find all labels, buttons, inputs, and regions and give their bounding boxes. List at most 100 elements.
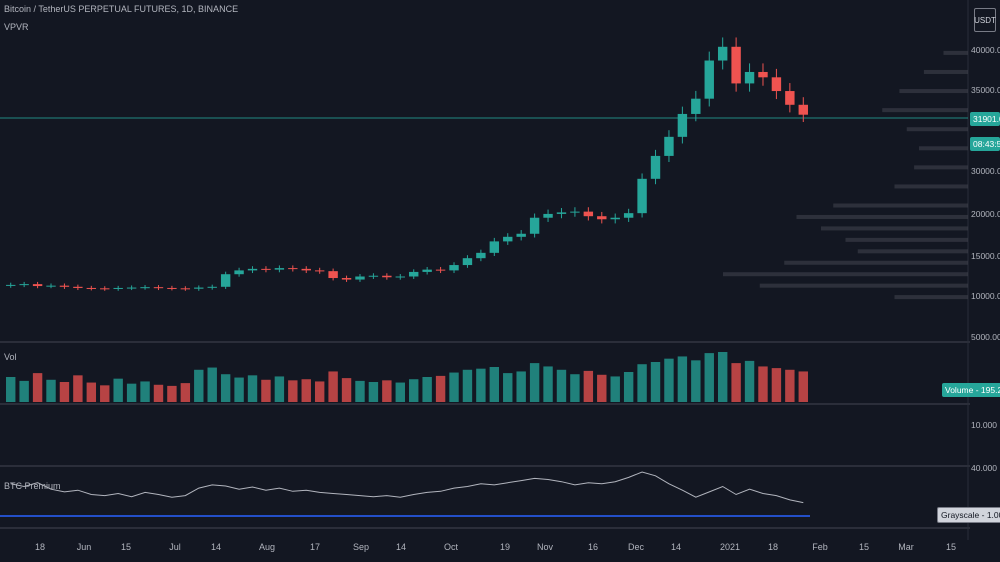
candle-body — [489, 241, 500, 253]
x-axis-label: Aug — [258, 542, 276, 552]
x-axis-label: 16 — [587, 542, 599, 552]
volume-bar — [341, 378, 352, 402]
volume-bar — [46, 379, 56, 402]
x-axis-label: Jun — [76, 542, 92, 552]
x-axis-label: Mar — [898, 542, 914, 552]
x-axis-label: Jul — [169, 542, 181, 552]
volume-bar — [409, 379, 419, 402]
candle-body — [785, 91, 795, 105]
candle-body — [167, 287, 177, 289]
candle-body — [529, 217, 540, 234]
vpvr-row — [796, 214, 968, 219]
volume-bar — [543, 366, 553, 402]
volume-bar — [288, 380, 298, 402]
volume-bar — [610, 376, 620, 402]
candle-body — [207, 286, 217, 288]
candle-body — [543, 213, 553, 218]
volume-bar — [6, 377, 16, 402]
vpvr-profile — [723, 50, 968, 300]
candle-body — [113, 287, 123, 289]
volume-pane-label[interactable]: Vol — [4, 352, 17, 362]
volume-bar — [234, 377, 244, 402]
candle-body — [583, 211, 594, 217]
vpvr-row — [894, 184, 968, 189]
countdown-tag: 08:43:52 — [970, 137, 1000, 151]
premium-line — [10, 471, 804, 504]
candle-body — [623, 213, 634, 218]
x-axis-label: 14 — [210, 542, 222, 552]
candle-body — [194, 287, 204, 289]
volume-tag: Volume - 195.285K — [942, 383, 1000, 397]
candle-body — [261, 268, 271, 270]
volume-bar — [758, 366, 768, 402]
x-axis-label: Nov — [536, 542, 554, 552]
price-axis-label: 40000.00 — [971, 45, 1000, 55]
grayscale-tag: Grayscale - 1.00 — [937, 507, 1000, 523]
candlestick-series — [6, 37, 808, 291]
vpvr-row — [784, 260, 968, 265]
currency-selector[interactable]: USDT — [974, 8, 996, 32]
volume-bar — [140, 381, 150, 402]
candle-body — [180, 288, 191, 290]
candle-body — [650, 155, 661, 179]
volume-bar — [664, 358, 674, 402]
volume-bar — [637, 364, 647, 402]
vpvr-row — [906, 127, 968, 132]
vpvr-row — [857, 249, 968, 254]
volume-bar — [355, 380, 365, 402]
x-axis-label: 15 — [120, 542, 132, 552]
candle-body — [503, 236, 513, 242]
candle-body — [86, 287, 97, 289]
candle-body — [717, 46, 728, 61]
candle-body — [288, 268, 298, 270]
candle-body — [422, 269, 432, 272]
vpvr-row — [899, 89, 968, 94]
price-axis-label: 5000.00 — [971, 332, 1000, 342]
symbol-title[interactable]: Bitcoin / TetherUS PERPETUAL FUTURES, 1D… — [4, 4, 239, 14]
last-price-tag: 31901.00 — [970, 112, 1000, 126]
volume-bar — [328, 371, 338, 402]
volume-bar — [583, 370, 594, 402]
x-axis-label: Feb — [812, 542, 828, 552]
candle-body — [220, 274, 231, 287]
candle-body — [677, 113, 688, 137]
candle-body — [462, 258, 473, 266]
x-axis-label: Oct — [443, 542, 459, 552]
candle-body — [355, 276, 365, 280]
candle-body — [314, 270, 325, 272]
volume-bar — [435, 375, 446, 402]
candle-body — [382, 275, 392, 278]
candle-body — [476, 252, 486, 259]
price-axis-label: 10000.00 — [971, 291, 1000, 301]
volume-bar — [247, 375, 258, 402]
candle-body — [516, 233, 526, 237]
x-axis-label: Dec — [627, 542, 645, 552]
candle-body — [73, 286, 83, 288]
candle-body — [771, 77, 782, 92]
volume-bar — [691, 360, 701, 402]
volume-bar — [476, 368, 486, 402]
candle-body — [19, 284, 29, 286]
volume-bar — [261, 379, 271, 402]
candle-body — [731, 46, 741, 84]
volume-bar — [650, 362, 661, 402]
volume-bar — [167, 385, 177, 402]
volume-bar — [449, 372, 459, 402]
volume-bar — [395, 382, 405, 402]
premium-pane-label[interactable]: BTC Premium — [4, 481, 61, 491]
volume-bar — [126, 383, 137, 402]
volume-bar — [597, 374, 607, 402]
candle-body — [59, 285, 70, 287]
candle-body — [301, 268, 311, 271]
vpvr-row — [833, 203, 968, 208]
volume-bar — [314, 381, 325, 402]
vpvr-row — [723, 272, 968, 277]
candle-body — [664, 136, 674, 156]
volume-bar — [744, 360, 755, 402]
indicator-label-vpvr[interactable]: VPVR — [4, 22, 29, 32]
volume-axis-label: 10.000 — [971, 420, 997, 430]
volume-bar — [529, 363, 540, 402]
candle-body — [247, 268, 258, 271]
